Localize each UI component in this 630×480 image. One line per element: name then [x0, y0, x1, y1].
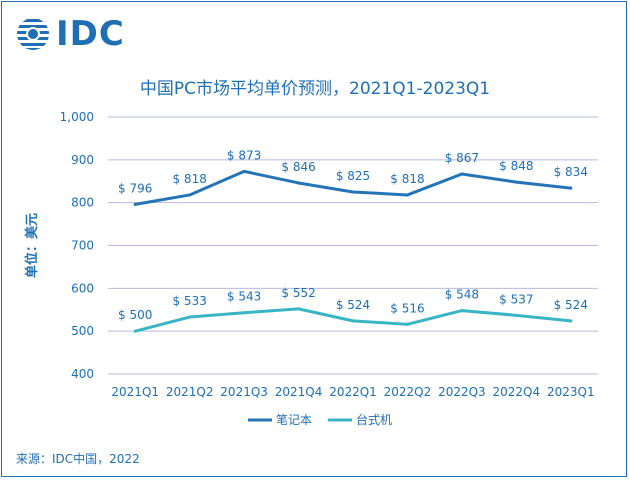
legend-entry: 笔记本 [276, 412, 312, 427]
line-chart: 400 500 600 700 800 900 1,000 2021Q1 2021Q2 2021Q… [24, 110, 598, 427]
data-point [188, 193, 192, 197]
data-label: $ 867 [445, 151, 479, 165]
data-label: $ 825 [336, 169, 370, 183]
data-label: $ 500 [118, 308, 152, 322]
data-point [297, 181, 301, 185]
data-label: $ 524 [336, 298, 370, 312]
x-tick-label: 2021Q3 [220, 385, 268, 399]
data-point [460, 309, 464, 313]
data-label: $ 516 [390, 301, 424, 315]
data-point [351, 190, 355, 194]
y-tick-label: 400 [71, 367, 94, 381]
data-label: $ 873 [227, 148, 261, 162]
data-label: $ 796 [118, 181, 152, 195]
data-label: $ 848 [499, 159, 533, 173]
x-tick-label: 2021Q2 [166, 385, 214, 399]
data-point [297, 307, 301, 311]
data-label: $ 548 [445, 288, 479, 302]
data-point [514, 180, 518, 184]
y-axis-label: 单位：美元 [24, 213, 40, 278]
data-label: $ 524 [554, 298, 588, 312]
x-tick-label: 2021Q4 [275, 385, 323, 399]
x-tick-label: 2022Q3 [438, 385, 486, 399]
data-label: $ 543 [227, 290, 261, 304]
y-tick-label: 900 [71, 153, 94, 167]
data-point [242, 311, 246, 315]
data-point [351, 319, 355, 323]
data-point [405, 322, 409, 326]
x-tick-label: 2022Q4 [493, 385, 541, 399]
y-tick-label: 700 [71, 239, 94, 253]
data-point [460, 172, 464, 176]
data-point [133, 329, 137, 333]
y-tick-label: 800 [71, 196, 94, 210]
idc-logo: IDC [16, 14, 125, 54]
data-point [188, 315, 192, 319]
data-label: $ 537 [499, 292, 533, 306]
data-point [242, 169, 246, 173]
data-point [569, 186, 573, 190]
x-tick-label: 2021Q1 [111, 385, 159, 399]
globe-icon [17, 19, 49, 50]
legend-entry: 台式机 [356, 412, 392, 427]
data-label: $ 552 [281, 286, 315, 300]
data-point [133, 202, 137, 206]
y-tick-label: 500 [71, 324, 94, 338]
x-tick-label: 2023Q1 [547, 385, 595, 399]
data-label: $ 818 [390, 172, 424, 186]
data-label: $ 533 [172, 294, 206, 308]
chart-title: 中国PC市场平均单价预测，2021Q1-2023Q1 [139, 79, 491, 99]
data-label: $ 834 [554, 165, 588, 179]
data-point [569, 319, 573, 323]
data-label: $ 846 [281, 160, 315, 174]
data-label: $ 818 [172, 172, 206, 186]
logo-text: IDC [56, 14, 125, 54]
x-tick-label: 2022Q1 [329, 385, 377, 399]
source-note: 来源：IDC中国，2022 [16, 452, 140, 466]
x-tick-label: 2022Q2 [384, 385, 432, 399]
y-tick-label: 600 [71, 281, 94, 295]
data-point [405, 193, 409, 197]
y-tick-label: 1,000 [60, 110, 94, 124]
data-point [514, 313, 518, 317]
